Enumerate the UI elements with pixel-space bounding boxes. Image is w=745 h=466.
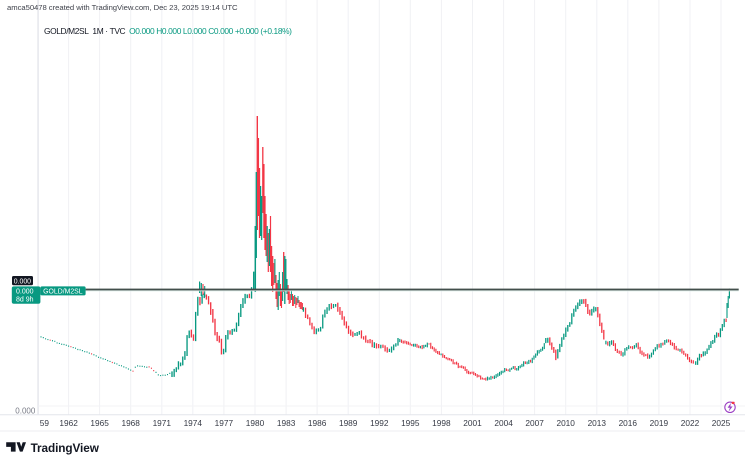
svg-text:1977: 1977 — [215, 418, 234, 428]
svg-text:0.000: 0.000 — [16, 289, 34, 296]
svg-text:1980: 1980 — [246, 418, 265, 428]
svg-text:1962: 1962 — [59, 418, 78, 428]
svg-text:1995: 1995 — [401, 418, 420, 428]
svg-text:2025: 2025 — [712, 418, 731, 428]
svg-text:2013: 2013 — [588, 418, 607, 428]
svg-text:0.000: 0.000 — [15, 407, 36, 416]
svg-text:8d 9h: 8d 9h — [16, 297, 34, 304]
svg-text:2007: 2007 — [525, 418, 544, 428]
svg-text:2001: 2001 — [463, 418, 482, 428]
svg-text:1998: 1998 — [432, 418, 451, 428]
svg-text:59: 59 — [40, 418, 50, 428]
svg-text:1992: 1992 — [370, 418, 389, 428]
svg-text:1986: 1986 — [308, 418, 327, 428]
svg-text:1968: 1968 — [121, 418, 140, 428]
svg-text:1989: 1989 — [339, 418, 358, 428]
svg-text:GOLD/M2SL 1M · TVC O0.000 H0: GOLD/M2SL 1M · TVC O0.000 H0.000 L0.000 … — [44, 26, 292, 36]
svg-text:2016: 2016 — [619, 418, 638, 428]
svg-text:amca50478 created with Trading: amca50478 created with TradingView.com, … — [7, 3, 238, 12]
svg-text:1965: 1965 — [90, 418, 109, 428]
svg-text:0.000: 0.000 — [14, 278, 31, 285]
svg-text:TradingView: TradingView — [31, 441, 100, 455]
svg-text:1974: 1974 — [184, 418, 203, 428]
svg-text:2004: 2004 — [494, 418, 513, 428]
svg-text:1971: 1971 — [153, 418, 172, 428]
svg-text:2019: 2019 — [650, 418, 669, 428]
svg-text:GOLD/M2SL: GOLD/M2SL — [43, 289, 83, 296]
svg-text:2022: 2022 — [681, 418, 700, 428]
svg-text:2010: 2010 — [556, 418, 575, 428]
svg-text:1983: 1983 — [277, 418, 296, 428]
